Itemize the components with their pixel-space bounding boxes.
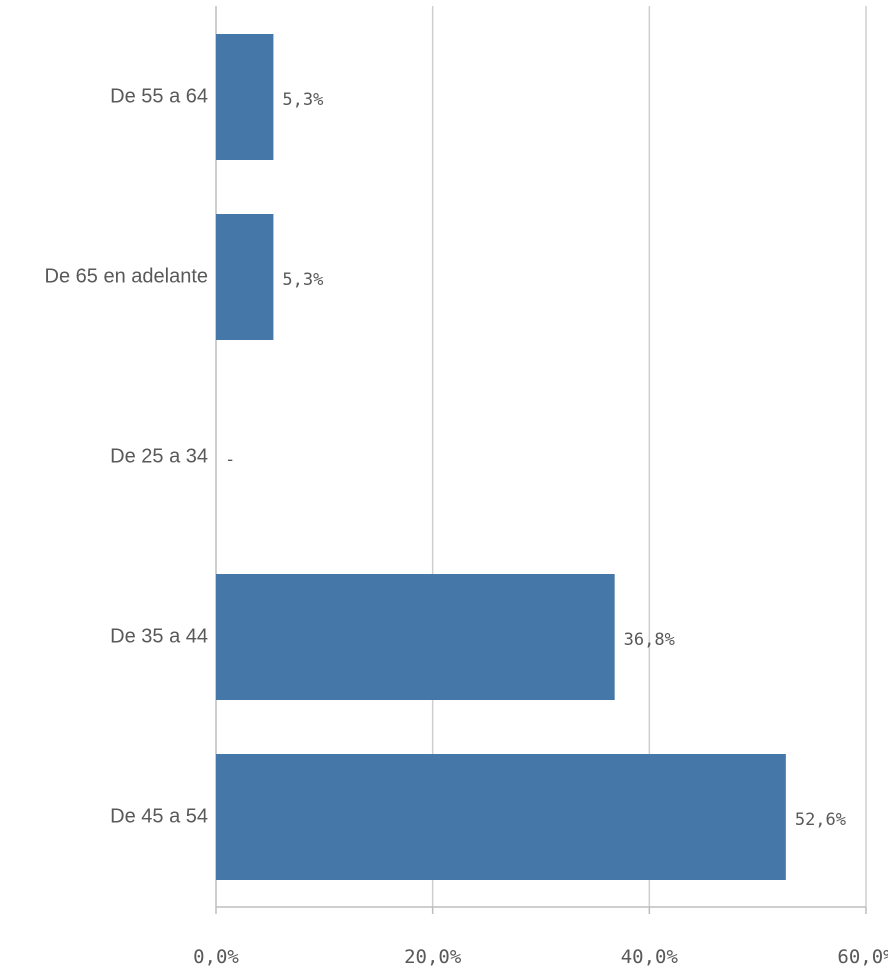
category-label: De 45 a 54 [110, 805, 208, 827]
category-label: De 35 a 44 [110, 625, 208, 647]
category-label: De 55 a 64 [110, 85, 208, 107]
bar [216, 574, 615, 700]
x-tick-label: 0,0% [193, 946, 239, 968]
value-label: 5,3% [282, 90, 323, 110]
bar [216, 754, 786, 880]
value-label: 52,6% [795, 810, 846, 830]
category-label: De 25 a 34 [110, 445, 208, 467]
x-tick-label: 20,0% [404, 946, 462, 968]
value-label: 5,3% [282, 270, 323, 290]
x-tick-label: 60,0% [837, 946, 888, 968]
value-label: - [225, 450, 235, 470]
category-label: De 65 en adelante [45, 265, 208, 287]
bar [216, 214, 274, 340]
bar [216, 34, 274, 160]
labels: 0,0% 20,0% 40,0% 60,0% De 55 a 64 5,3% De 65 e… [45, 85, 888, 968]
value-label: 36,8% [624, 630, 675, 650]
bars [216, 34, 786, 880]
x-tick-label: 40,0% [621, 946, 679, 968]
